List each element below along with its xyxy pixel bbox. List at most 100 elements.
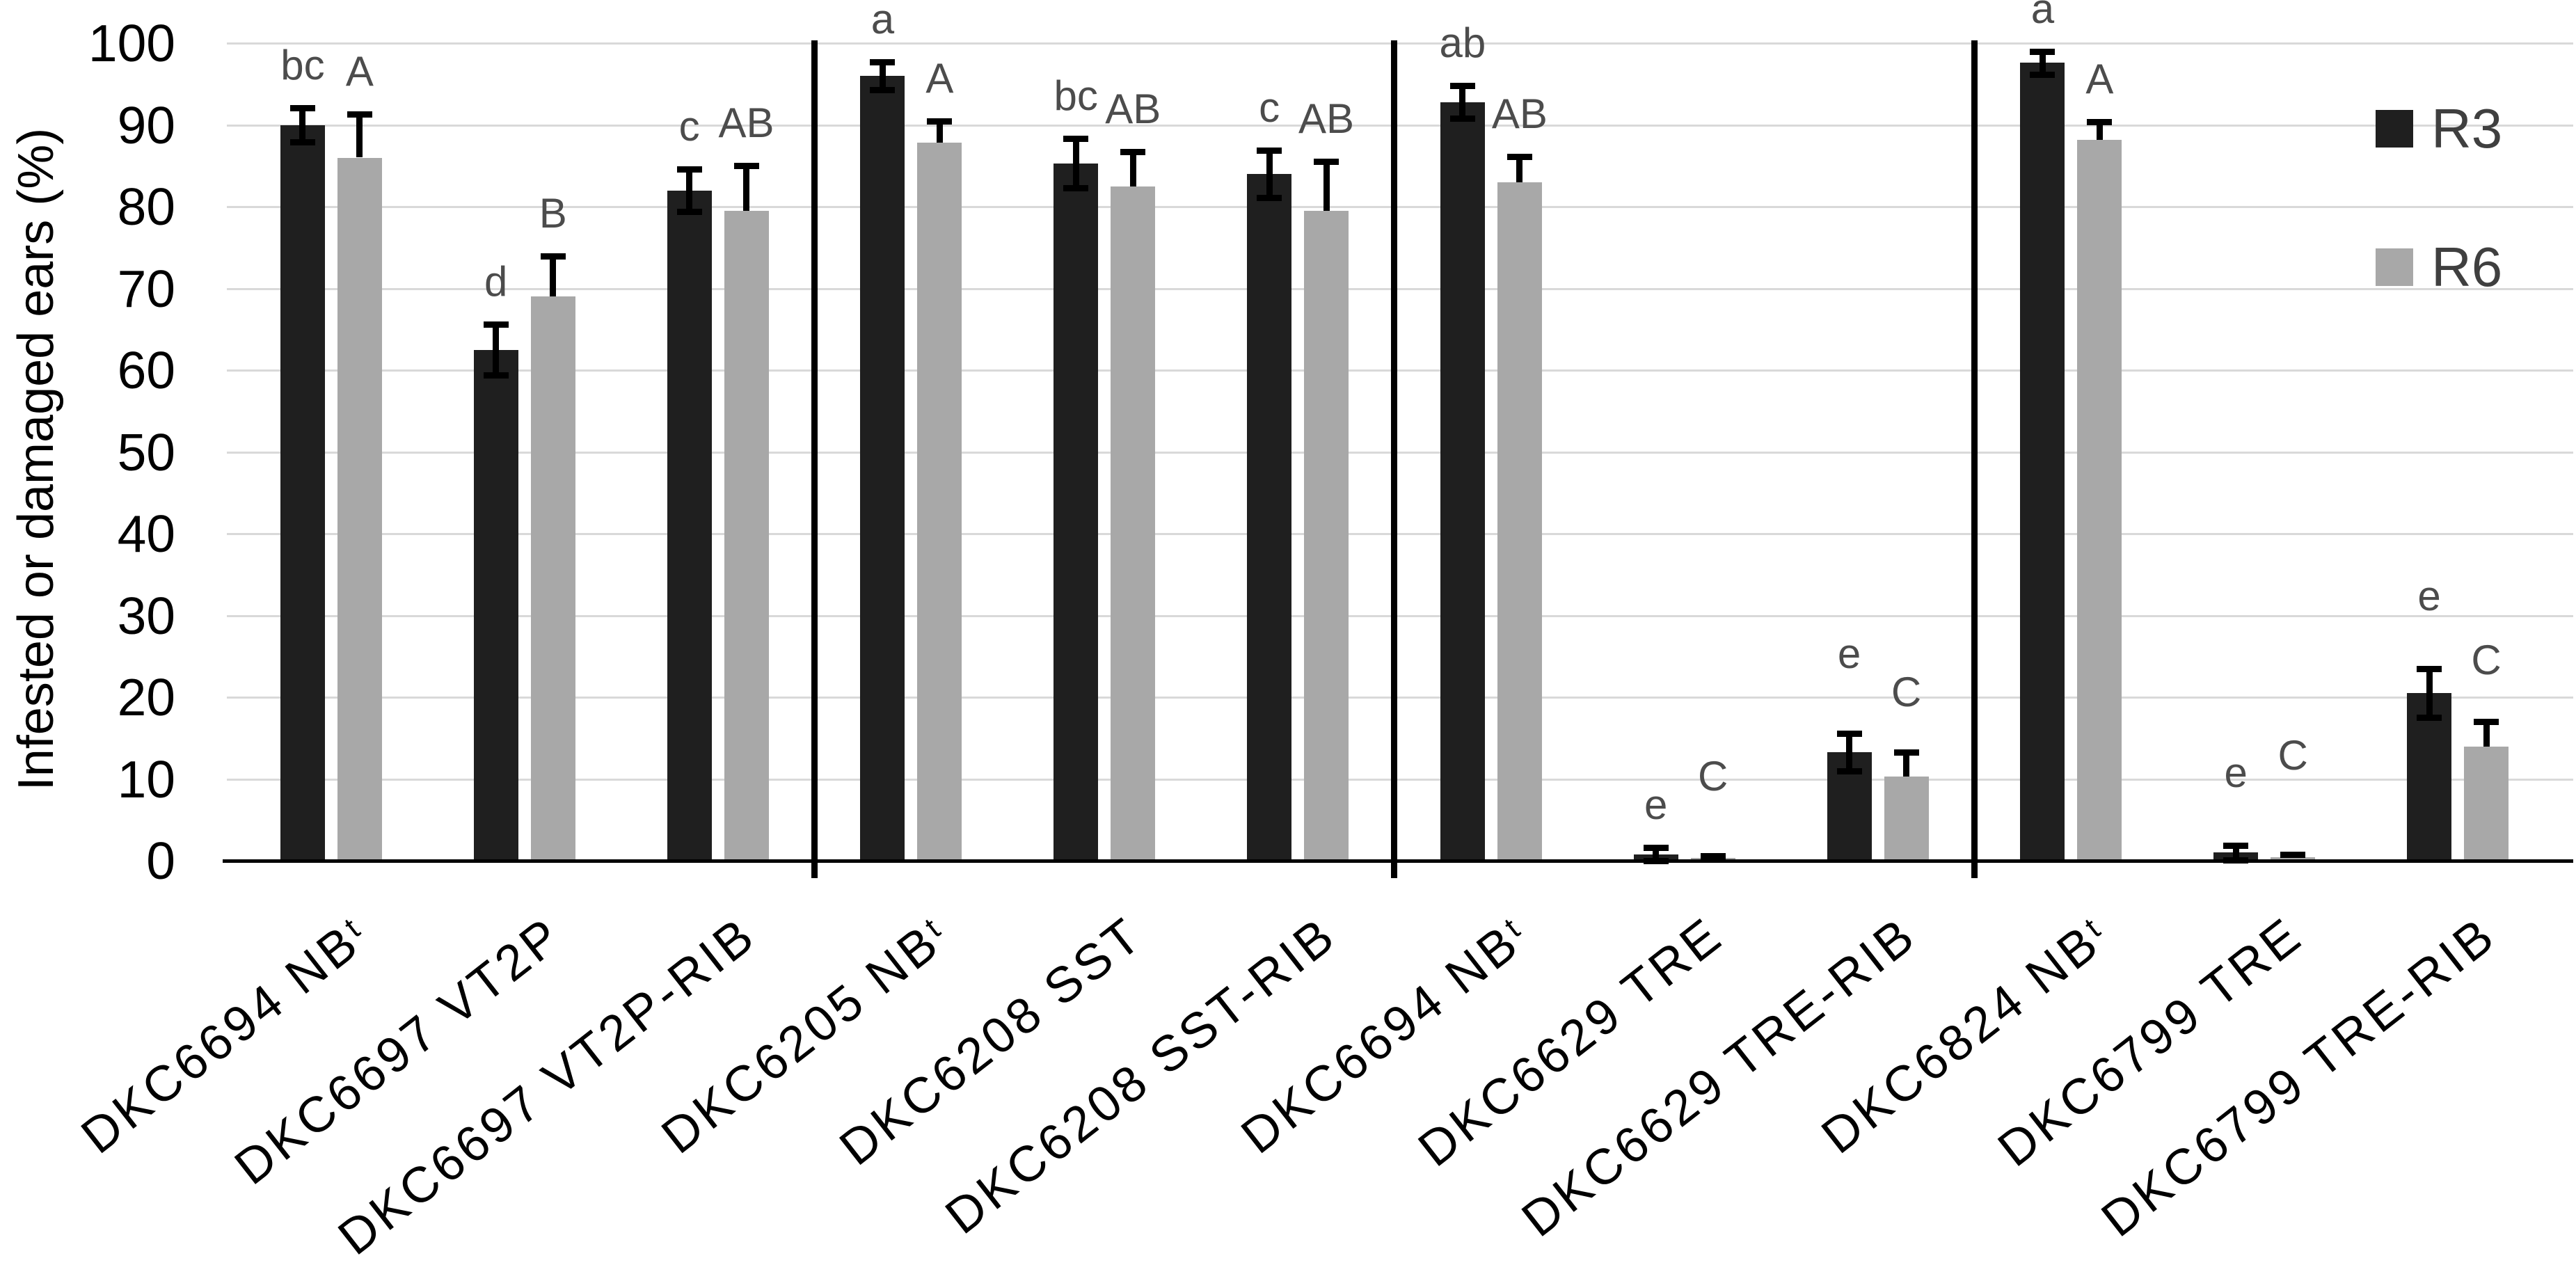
gridline-70 <box>227 287 2573 290</box>
error-bar-r3-12 <box>2426 668 2433 718</box>
error-bar-r3-5 <box>1072 138 1079 188</box>
error-bar-cap-top <box>1700 852 1726 859</box>
x-axis-line <box>223 859 2573 863</box>
legend-label-r3: R3 <box>2431 97 2503 159</box>
error-bar-cap-bottom <box>1836 767 1862 774</box>
error-bar-cap-top <box>733 163 759 170</box>
error-bar-r3-2 <box>493 324 500 376</box>
error-bar-r3-4 <box>879 62 886 90</box>
error-bar-r6-5 <box>1129 152 1136 186</box>
bar-r6-1 <box>337 157 382 861</box>
error-bar-r3-7 <box>1459 86 1466 119</box>
y-tick-label-30: 30 <box>117 586 175 645</box>
error-bar-r3-3 <box>686 168 693 212</box>
sig-letter-r3-4: a <box>870 0 895 43</box>
sig-letter-r3-9: e <box>1837 630 1861 678</box>
error-bar-cap-top <box>1063 136 1089 143</box>
error-bar-cap-bottom <box>870 86 896 93</box>
error-bar-r3-6 <box>1266 150 1273 198</box>
y-tick-label-50: 50 <box>117 422 175 482</box>
bar-r6-4 <box>917 143 962 861</box>
bar-r6-9 <box>1884 776 1929 861</box>
bar-r6-5 <box>1111 186 1156 861</box>
bar-r6-2 <box>530 296 575 861</box>
error-bar-cap-top <box>2474 719 2499 726</box>
sig-letter-r6-12: C <box>2471 636 2502 683</box>
error-bar-cap-bottom <box>1063 184 1089 191</box>
bar-r6-3 <box>724 210 769 861</box>
error-bar-cap-top <box>1893 749 1919 756</box>
error-bar-cap-top <box>870 59 896 66</box>
sig-letter-r3-5: bc <box>1054 72 1098 120</box>
bar-r6-7 <box>1497 182 1542 861</box>
error-bar-cap-bottom <box>1449 116 1475 122</box>
bar-r6-11 <box>2271 857 2316 861</box>
error-bar-cap-top <box>289 104 315 111</box>
error-bar-r6-2 <box>550 255 557 297</box>
sig-letter-r3-2: d <box>484 258 508 305</box>
error-bar-cap-top <box>2417 665 2442 672</box>
bar-r6-10 <box>2077 139 2122 861</box>
error-bar-cap-top <box>1506 154 1532 161</box>
error-bar-cap-top <box>2223 842 2249 849</box>
y-tick-label-70: 70 <box>117 259 175 318</box>
y-tick-label-80: 80 <box>117 177 175 236</box>
error-bar-r3-9 <box>1846 733 1853 771</box>
gridline-90 <box>227 124 2573 127</box>
bar-r3-2 <box>473 349 518 861</box>
group-divider <box>1971 40 1978 878</box>
bar-r6-12 <box>2464 746 2509 861</box>
bar-r3-3 <box>667 190 712 861</box>
sig-letter-r3-3: c <box>678 102 700 150</box>
error-bar-cap-bottom <box>2030 71 2056 78</box>
sig-letter-r6-11: C <box>2277 732 2308 779</box>
error-bar-r6-7 <box>1516 157 1523 182</box>
error-bar-r6-12 <box>2483 722 2490 747</box>
error-bar-r6-10 <box>2096 121 2103 140</box>
legend-item-r6: R6 <box>2376 239 2502 295</box>
sig-letter-r6-10: A <box>2085 55 2114 102</box>
error-bar-r6-4 <box>936 120 943 143</box>
gridline-100 <box>227 42 2573 45</box>
error-bar-cap-top <box>1836 730 1862 737</box>
error-bar-r6-1 <box>356 114 363 158</box>
bar-r3-10 <box>2020 63 2065 861</box>
sig-letter-r6-4: A <box>925 54 954 102</box>
y-tick-label-10: 10 <box>117 749 175 809</box>
error-bar-r6-9 <box>1903 751 1910 777</box>
error-bar-cap-bottom <box>1257 195 1282 202</box>
error-bar-cap-top <box>1643 845 1669 852</box>
x-category-label-text: DKC6697 VT2P <box>225 906 573 1196</box>
sig-letter-r3-1: bc <box>280 41 325 88</box>
error-bar-cap-top <box>347 111 372 118</box>
legend-swatch-r6 <box>2376 248 2413 286</box>
error-bar-r6-3 <box>743 166 750 211</box>
error-bar-cap-top <box>1314 159 1339 166</box>
y-tick-label-90: 90 <box>117 95 175 154</box>
gridline-50 <box>227 451 2573 454</box>
sig-letter-r6-8: C <box>1698 752 1728 799</box>
bar-r3-5 <box>1054 163 1099 861</box>
sig-letter-r3-6: c <box>1259 83 1280 131</box>
bar-r6-6 <box>1304 210 1349 861</box>
bar-r3-1 <box>280 125 325 861</box>
error-bar-cap-top <box>540 253 566 260</box>
sig-letter-r3-10: a <box>2030 0 2055 32</box>
error-bar-cap-top <box>2280 851 2306 858</box>
error-bar-cap-bottom <box>2417 715 2442 722</box>
legend-item-r3: R3 <box>2376 101 2502 157</box>
gridline-20 <box>227 697 2573 699</box>
error-bar-r3-10 <box>2039 51 2046 74</box>
error-bar-r3-1 <box>299 107 306 143</box>
sig-letter-r3-8: e <box>1644 781 1668 829</box>
sig-letter-r6-9: C <box>1891 668 1922 715</box>
error-bar-cap-top <box>1449 83 1475 90</box>
sig-letter-r6-2: B <box>539 189 567 237</box>
bar-r3-7 <box>1440 102 1485 861</box>
error-bar-cap-top <box>927 118 953 125</box>
legend-label-r6: R6 <box>2431 236 2503 298</box>
gridline-60 <box>227 369 2573 372</box>
error-bar-cap-top <box>2030 48 2056 55</box>
error-bar-cap-top <box>2087 118 2113 125</box>
y-tick-label-60: 60 <box>117 341 175 399</box>
